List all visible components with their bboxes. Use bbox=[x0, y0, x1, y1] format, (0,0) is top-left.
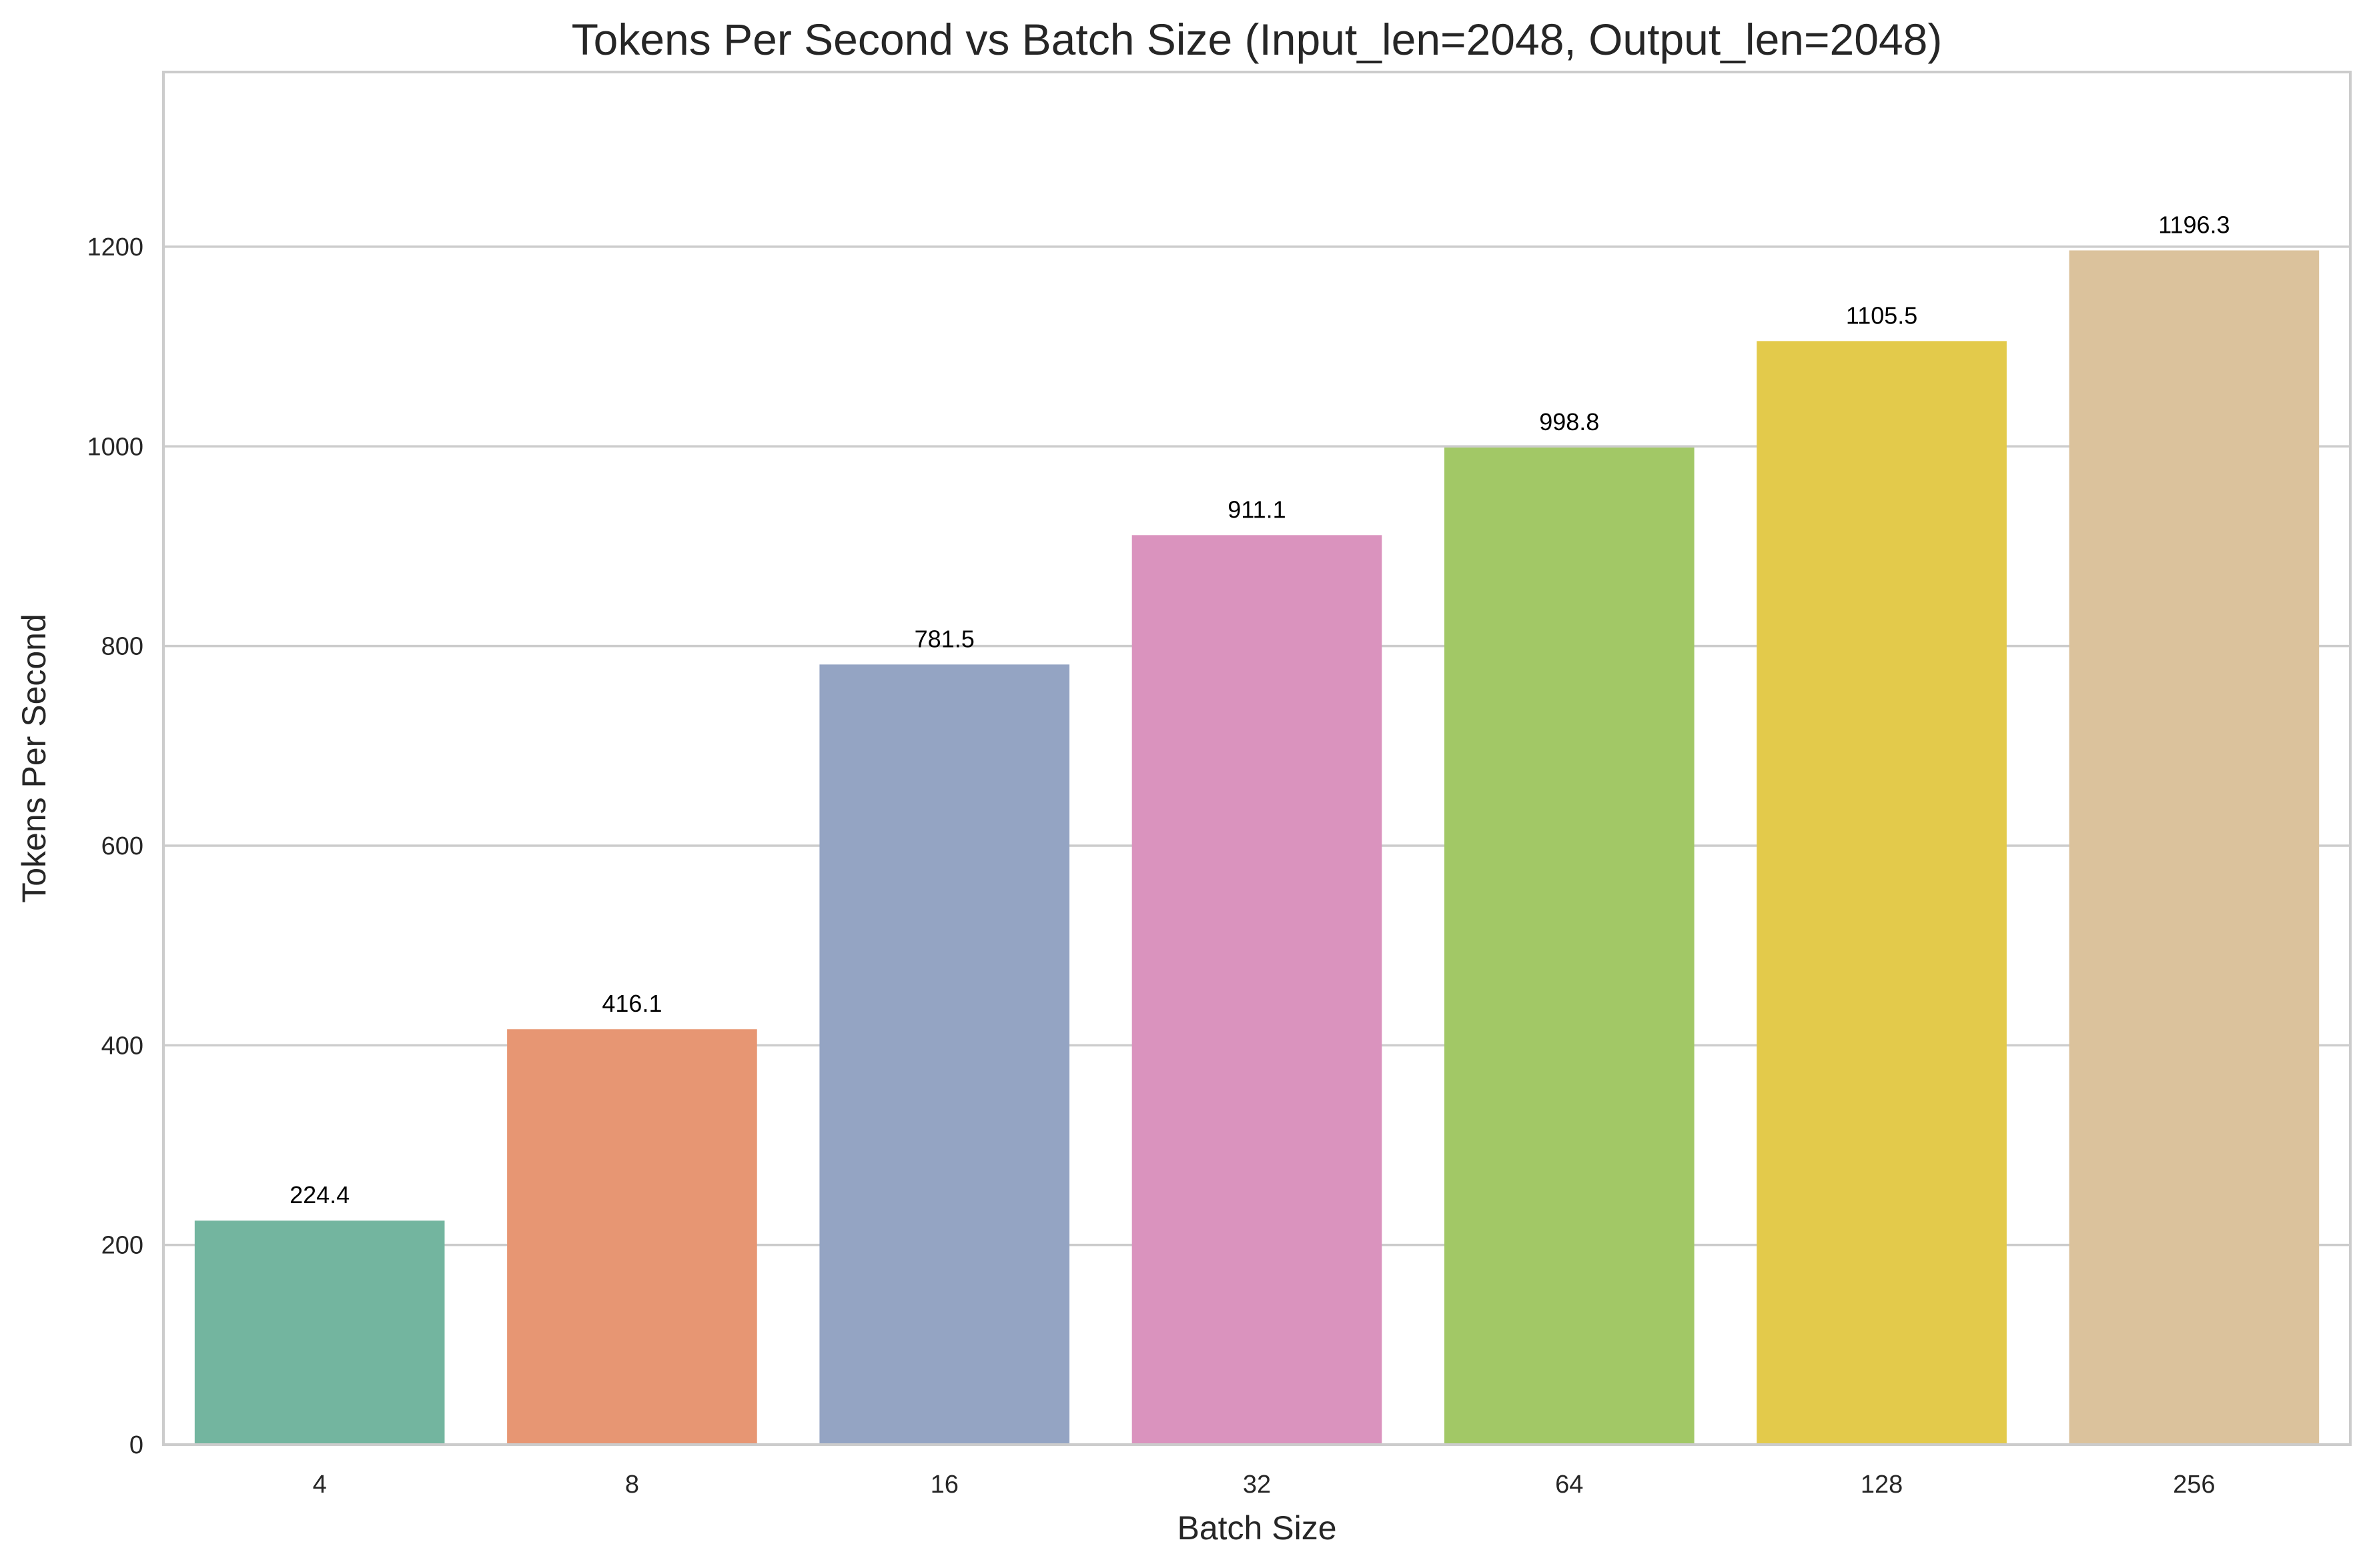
data-label-128: 1105.5 bbox=[1846, 301, 1917, 329]
y-tick-label-800: 800 bbox=[101, 633, 143, 661]
bar-16 bbox=[819, 664, 1070, 1445]
x-tick-label-256: 256 bbox=[2173, 1471, 2215, 1499]
bar-8 bbox=[507, 1029, 757, 1445]
bar-256 bbox=[2069, 250, 2320, 1445]
data-label-4: 224.4 bbox=[290, 1181, 350, 1209]
chart-title: Tokens Per Second vs Batch Size (Input_l… bbox=[572, 15, 1943, 64]
y-axis-label: Tokens Per Second bbox=[15, 614, 53, 903]
data-labels: 224.4 416.1 781.5 911.1 998.8 1105.5 1196.3 bbox=[290, 211, 2230, 1209]
data-label-64: 998.8 bbox=[1539, 408, 1599, 436]
bar-4 bbox=[194, 1221, 445, 1445]
x-tick-label-16: 16 bbox=[931, 1471, 959, 1499]
x-tick-label-8: 8 bbox=[625, 1471, 639, 1499]
data-label-8: 416.1 bbox=[602, 990, 662, 1017]
bar-64 bbox=[1444, 448, 1695, 1445]
x-tick-label-128: 128 bbox=[1861, 1471, 1903, 1499]
y-tick-label-200: 200 bbox=[101, 1232, 143, 1260]
plot-frame bbox=[162, 71, 2352, 1446]
x-tick-label-4: 4 bbox=[313, 1471, 327, 1499]
bars bbox=[194, 250, 2320, 1445]
data-label-16: 781.5 bbox=[915, 625, 975, 652]
x-axis-ticks: 4 8 16 32 64 128 256 bbox=[313, 1471, 2216, 1499]
y-tick-label-0: 0 bbox=[129, 1431, 143, 1459]
y-tick-label-1000: 1000 bbox=[87, 433, 143, 461]
data-label-32: 911.1 bbox=[1228, 496, 1286, 523]
y-tick-label-400: 400 bbox=[101, 1032, 143, 1060]
y-tick-label-1200: 1200 bbox=[87, 233, 143, 261]
x-tick-label-32: 32 bbox=[1243, 1471, 1271, 1499]
bar-128 bbox=[1757, 341, 2007, 1445]
data-label-256: 1196.3 bbox=[2158, 211, 2230, 238]
y-tick-label-600: 600 bbox=[101, 832, 143, 860]
y-axis-ticks: 0 200 400 600 800 1000 1200 bbox=[87, 233, 143, 1459]
x-axis-label: Batch Size bbox=[1177, 1509, 1336, 1547]
x-tick-label-64: 64 bbox=[1555, 1471, 1583, 1499]
bar-32 bbox=[1131, 535, 1382, 1445]
